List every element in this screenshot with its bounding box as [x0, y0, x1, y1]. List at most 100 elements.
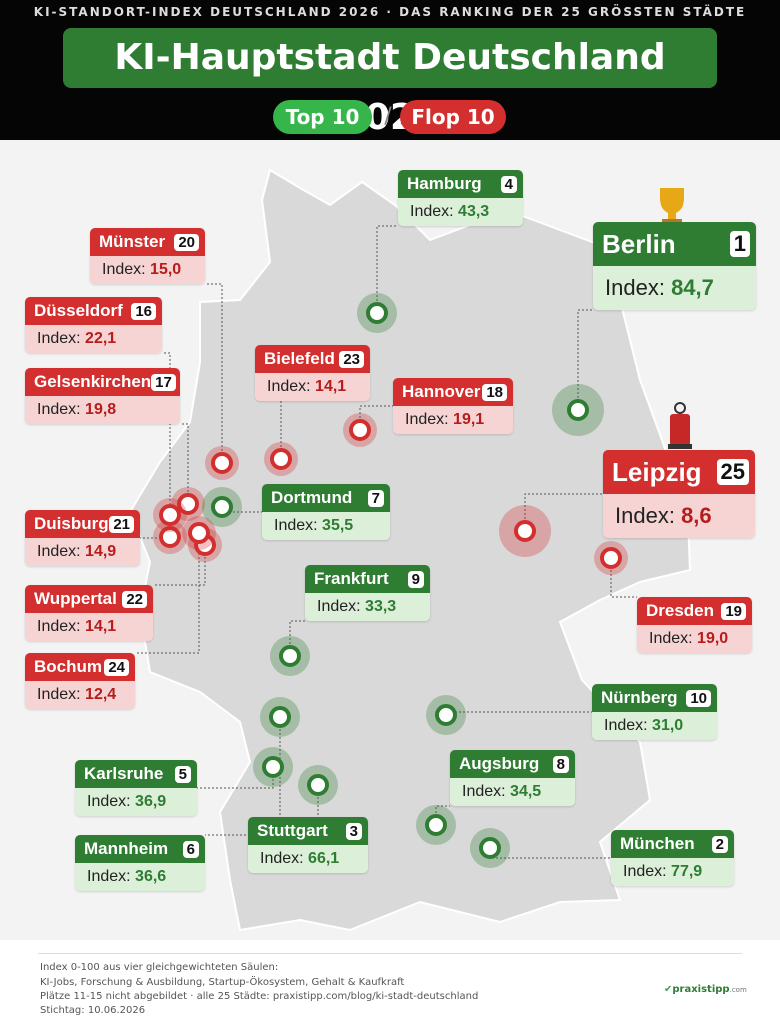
city-index: Index: 36,6 — [75, 863, 205, 891]
index-label: Index: — [274, 517, 318, 534]
kicker: KI-STANDORT-INDEX DEUTSCHLAND 2026 · DAS… — [33, 5, 747, 19]
index-value: 8,6 — [681, 503, 712, 528]
city-header: Berlin 1 — [593, 222, 756, 266]
city-card: Augsburg 8 Index: 34,5 — [450, 750, 575, 806]
marker — [262, 756, 284, 778]
city-rank: 5 — [174, 765, 191, 783]
city-header: Stuttgart 3 — [248, 817, 368, 845]
city-card: Bielefeld 23 Index: 14,1 — [255, 345, 370, 401]
city-header: Leipzig 25 — [603, 450, 755, 494]
city-header: Gelsenkirchen 17 — [25, 368, 180, 396]
index-value: 14,1 — [85, 618, 117, 635]
city-rank: 24 — [104, 658, 129, 676]
index-value: 14,9 — [85, 543, 117, 560]
city-card: Duisburg 21 Index: 14,9 — [25, 510, 140, 566]
city-name: Frankfurt — [314, 569, 389, 588]
city-card: Hamburg 4 Index: 43,3 — [398, 170, 523, 226]
city-name: Düsseldorf — [34, 301, 123, 320]
marker — [435, 704, 457, 726]
city-name: Dresden — [646, 601, 715, 620]
trophy-icon — [660, 188, 684, 223]
city-name: Münster — [99, 232, 166, 251]
separator: / — [384, 104, 392, 129]
city-rank: 21 — [109, 515, 134, 533]
city-rank: 19 — [721, 602, 746, 620]
leader-line — [435, 805, 450, 825]
marker — [600, 547, 622, 569]
city-header: München 2 — [611, 830, 734, 858]
city-header: Wuppertal 22 — [25, 585, 153, 613]
index-value: 12,4 — [85, 686, 117, 703]
index-value: 19,0 — [697, 630, 729, 647]
city-card: Münster 20 Index: 15,0 — [90, 228, 205, 284]
city-rank: 3 — [345, 822, 362, 840]
leader-line — [162, 352, 171, 537]
index-value: 19,8 — [85, 401, 117, 418]
city-name: Karlsruhe — [84, 764, 164, 783]
index-label: Index: — [410, 203, 454, 220]
index-value: 15,0 — [150, 261, 182, 278]
marker — [279, 645, 301, 667]
index-value: 33,3 — [365, 598, 397, 615]
index-value: 19,1 — [453, 411, 485, 428]
index-label: Index: — [260, 850, 304, 867]
leader-line — [524, 493, 603, 531]
city-rank: 17 — [151, 373, 176, 391]
index-label: Index: — [462, 783, 506, 800]
city-index: Index: 14,9 — [25, 538, 140, 566]
city-name: Dortmund — [271, 488, 353, 507]
city-name: Bochum — [34, 657, 102, 676]
city-name: Augsburg — [459, 754, 540, 773]
footer-line: Index 0-100 aus vier gleichgewichteten S… — [40, 962, 279, 973]
city-name: Wuppertal — [34, 589, 117, 608]
city-index: Index: 19,1 — [393, 406, 513, 434]
city-card: Karlsruhe 5 Index: 36,9 — [75, 760, 197, 816]
lantern-icon — [668, 402, 692, 449]
logo: ✔praxistipp.com — [664, 984, 747, 995]
city-name: Duisburg — [34, 514, 109, 533]
marker — [159, 504, 181, 526]
city-name: Mannheim — [84, 839, 169, 858]
city-rank: 23 — [339, 350, 364, 368]
city-card: Dresden 19 Index: 19,0 — [637, 597, 752, 653]
leader-line — [180, 423, 189, 504]
city-card: Mannheim 6 Index: 36,6 — [75, 835, 205, 891]
city-index: Index: 15,0 — [90, 256, 205, 284]
city-index: Index: 36,9 — [75, 788, 197, 816]
marker — [211, 452, 233, 474]
index-label: Index: — [37, 618, 81, 635]
city-name: Hamburg — [407, 174, 482, 193]
top-pill[interactable]: Top 10 — [273, 100, 372, 134]
index-value: 36,6 — [135, 868, 167, 885]
city-header: Karlsruhe 5 — [75, 760, 197, 788]
marker — [211, 496, 233, 518]
index-value: 22,1 — [85, 330, 117, 347]
city-index: Index: 77,9 — [611, 858, 734, 886]
city-header: Dortmund 7 — [262, 484, 390, 512]
city-card: Gelsenkirchen 17 Index: 19,8 — [25, 368, 180, 424]
city-index: Index: 66,1 — [248, 845, 368, 873]
marker — [177, 493, 199, 515]
city-header: Duisburg 21 — [25, 510, 140, 538]
city-header: Nürnberg 10 — [592, 684, 717, 712]
marker — [159, 526, 181, 548]
city-header: Hamburg 4 — [398, 170, 523, 198]
index-value: 14,1 — [315, 378, 347, 395]
marker — [366, 302, 388, 324]
marker — [188, 522, 210, 544]
city-card: Leipzig 25 Index: 8,6 — [603, 450, 755, 538]
leader-line — [610, 558, 637, 598]
city-name: Hannover — [402, 382, 481, 401]
city-rank: 9 — [407, 570, 424, 588]
marker — [425, 814, 447, 836]
city-header: Bochum 24 — [25, 653, 135, 681]
marker — [479, 837, 501, 859]
flop-pill[interactable]: Flop 10 — [400, 100, 506, 134]
city-rank: 16 — [131, 302, 156, 320]
city-header: Bielefeld 23 — [255, 345, 370, 373]
index-label: Index: — [102, 261, 146, 278]
city-header: Frankfurt 9 — [305, 565, 430, 593]
city-card: Wuppertal 22 Index: 14,1 — [25, 585, 153, 641]
leader-line — [135, 533, 200, 654]
